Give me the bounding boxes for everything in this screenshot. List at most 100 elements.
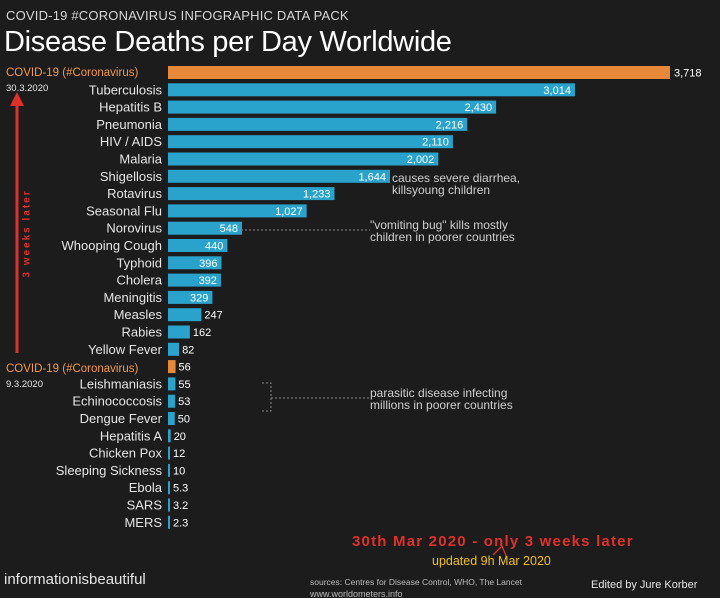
- category-label-14: Measles: [114, 307, 163, 322]
- bar-24: [168, 481, 170, 495]
- norovirus-note-line-0: "vomiting bug" kills mostly: [370, 218, 508, 232]
- value-label-17: 56: [179, 362, 191, 374]
- category-label-26: MERS: [124, 515, 162, 530]
- bar-13: [168, 290, 213, 304]
- bar-5: [168, 152, 439, 166]
- bar-9: [168, 221, 242, 235]
- bars-layer: 3,718 3,014 Tuberculosis 2,430 Hepatitis B 2,…: [56, 66, 702, 530]
- editor-credit: Edited by Jure Korber: [591, 579, 698, 591]
- category-label-1: Tuberculosis: [89, 82, 163, 97]
- value-label-24: 5.3: [173, 483, 188, 495]
- bar-22: [168, 446, 170, 460]
- value-label-16: 82: [182, 344, 194, 356]
- category-label-18: Leishmaniasis: [80, 376, 163, 391]
- bar-23: [168, 463, 170, 477]
- bar-20: [168, 412, 175, 425]
- bar-4: [168, 135, 453, 149]
- parasitic-note-line-1: millions in poorer countries: [370, 398, 513, 412]
- parasitic-bracket: [262, 382, 272, 412]
- chart-title: Disease Deaths per Day Worldwide: [4, 26, 452, 58]
- bar-15: [168, 325, 190, 339]
- category-label-20: Dengue Fever: [80, 411, 163, 426]
- update-strike: [492, 544, 508, 559]
- bar-0: [168, 66, 670, 79]
- sources-text: sources: Centres for Disease Control, WH…: [310, 577, 522, 587]
- value-label-19: 53: [178, 396, 190, 408]
- value-label-12: 392: [199, 275, 217, 287]
- value-label-20: 50: [178, 414, 190, 426]
- value-label-22: 12: [173, 448, 185, 460]
- value-label-25: 3.2: [173, 500, 188, 512]
- value-label-5: 2,002: [407, 154, 435, 166]
- category-label-16: Yellow Fever: [88, 342, 163, 357]
- norovirus-note-line-1: children in poorer countries: [370, 230, 515, 244]
- arrow-head: [10, 92, 24, 106]
- bar-2: [168, 100, 497, 114]
- sources-url: www.worldometers.info: [310, 589, 403, 598]
- category-label-19: Echinococcosis: [72, 394, 162, 409]
- value-label-14: 247: [204, 310, 222, 322]
- category-label-3: Pneumonia: [96, 117, 163, 132]
- bar-3: [168, 117, 468, 131]
- category-label-4: HIV / AIDS: [100, 134, 162, 149]
- bar-11: [168, 256, 222, 270]
- category-label-15: Rabies: [122, 325, 163, 340]
- value-label-0: 3,718: [674, 68, 702, 80]
- category-label-12: Cholera: [116, 273, 162, 288]
- update-headline: 30th Mar 2020 - only 3 weeks later: [352, 533, 634, 550]
- shigellosis-note-line-1: killsyoung children: [392, 183, 490, 197]
- category-label-11: Typhoid: [116, 255, 162, 270]
- bar-1: [168, 83, 575, 97]
- category-label-9: Norovirus: [106, 221, 162, 236]
- value-label-3: 2,216: [436, 119, 464, 131]
- category-label-23: Sleeping Sickness: [56, 463, 163, 478]
- category-label-22: Chicken Pox: [89, 446, 162, 461]
- category-label-7: Rotavirus: [107, 186, 162, 201]
- category-label-25: SARS: [127, 498, 163, 513]
- update-subtext: updated 9h Mar 2020: [432, 554, 551, 568]
- category-label-13: Meningitis: [103, 290, 162, 305]
- value-label-13: 329: [190, 292, 208, 304]
- bar-6: [168, 169, 390, 183]
- bar-12: [168, 273, 221, 287]
- value-label-18: 55: [178, 379, 190, 391]
- value-label-8: 1,027: [275, 206, 303, 218]
- category-label-10: Whooping Cough: [62, 238, 162, 253]
- bar-8: [168, 204, 307, 218]
- category-label-8: Seasonal Flu: [86, 203, 162, 218]
- red-arrow: [10, 92, 24, 353]
- bar-19: [168, 394, 176, 408]
- bar-7: [168, 187, 335, 201]
- value-label-26: 2.3: [173, 517, 188, 529]
- category-label-2: Hepatitis B: [99, 100, 162, 115]
- bar-10: [168, 239, 228, 252]
- parasitic-note-line-0: parasitic disease infecting: [370, 386, 507, 400]
- bar-26: [168, 515, 170, 529]
- category-label-21: Hepatitis A: [100, 428, 162, 443]
- value-label-7: 1,233: [303, 189, 331, 201]
- bar-16: [168, 342, 180, 356]
- shigellosis-note-line-0: causes severe diarrhea,: [392, 171, 520, 185]
- bar-18: [168, 377, 176, 391]
- bar-25: [168, 498, 170, 512]
- value-label-23: 10: [173, 465, 185, 477]
- value-label-15: 162: [193, 327, 211, 339]
- value-label-11: 396: [199, 258, 217, 270]
- value-label-9: 548: [220, 223, 238, 235]
- value-label-1: 3,014: [543, 85, 571, 97]
- annotation-lines: [241, 229, 508, 559]
- bar-14: [168, 308, 202, 322]
- brand-logo-text: informationisbeautiful: [4, 571, 146, 588]
- value-label-6: 1,644: [358, 171, 386, 183]
- value-label-2: 2,430: [465, 102, 493, 114]
- category-label-6: Shigellosis: [100, 169, 163, 184]
- value-label-4: 2,110: [422, 137, 449, 149]
- category-label-5: Malaria: [119, 152, 162, 167]
- bar-21: [168, 429, 171, 443]
- category-label-24: Ebola: [129, 480, 163, 495]
- value-label-21: 20: [174, 431, 186, 443]
- bar-17: [168, 360, 176, 374]
- supertitle: COVID-19 #CORONAVIRUS INFOGRAPHIC DATA P…: [6, 8, 349, 23]
